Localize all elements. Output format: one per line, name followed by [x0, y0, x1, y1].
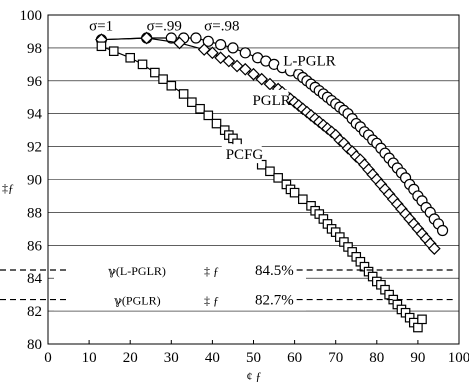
- data-point: [137, 59, 148, 70]
- data-point: [125, 52, 135, 63]
- data-point: [187, 97, 197, 107]
- y-tick-label: 98: [27, 41, 42, 57]
- data-point: [298, 194, 308, 205]
- ref-line-value: 84.5%: [255, 263, 294, 279]
- x-tick-label: 20: [123, 350, 138, 366]
- data-point: [178, 89, 189, 99]
- annotations: σ=1 σ=.99 σ=.98 L-PGLR PGLR PCFG: [89, 19, 336, 164]
- y-tick-label: 80: [27, 337, 42, 353]
- data-point: [436, 224, 449, 237]
- series-label: PGLR: [252, 93, 290, 109]
- data-point: [413, 322, 423, 333]
- ref-label-box: [54, 288, 306, 311]
- sigma-label: σ=.98: [204, 19, 239, 35]
- ref-line-label: ℽ(L-PGLR): [108, 264, 166, 278]
- data-point: [255, 72, 269, 86]
- data-point: [190, 32, 202, 44]
- x-tick-label: 60: [287, 350, 302, 366]
- data-point: [108, 46, 119, 56]
- y-tick-label: 100: [20, 8, 43, 24]
- ref-label-box: [54, 258, 306, 281]
- data-point: [158, 74, 168, 84]
- data-point: [165, 32, 177, 44]
- series-pglr: [95, 31, 441, 255]
- y-tick-label: 92: [27, 140, 42, 156]
- x-tick-label: 40: [205, 350, 220, 366]
- y-tick-label: 88: [27, 205, 42, 221]
- data-point: [247, 67, 260, 81]
- sigma-label: σ=.99: [147, 19, 182, 35]
- y-tick-label: 84: [27, 271, 43, 287]
- data-point: [215, 39, 227, 51]
- x-axis-label: ¢ ƒ: [247, 369, 262, 383]
- data-point: [265, 166, 275, 177]
- data-point: [263, 77, 277, 91]
- data-point: [206, 46, 219, 60]
- series-layer: [95, 31, 449, 333]
- data-point: [195, 103, 205, 114]
- ref-line-value: 82.7%: [255, 293, 294, 309]
- data-point: [166, 80, 177, 91]
- x-tick-label: 100: [448, 350, 469, 366]
- ref-line-label: ℽ(PGLR): [114, 294, 161, 308]
- y-tick-label: 96: [27, 74, 43, 90]
- data-point: [417, 314, 427, 325]
- data-point: [222, 54, 236, 68]
- x-tick-label: 70: [328, 350, 343, 366]
- data-point: [173, 36, 186, 50]
- series-label-bg: [221, 144, 262, 164]
- y-tick-label: 86: [27, 238, 43, 254]
- ref-line-separator: ‡ ƒ: [204, 264, 219, 278]
- series-l-pglr: [95, 32, 449, 237]
- x-tick-label: 30: [164, 350, 179, 366]
- y-ticks: 80 82 84 86 88 90 92 94 96 98 100: [20, 8, 43, 353]
- y-tick-label: 94: [27, 107, 43, 123]
- sigma-label: σ=1: [89, 19, 113, 35]
- reference-lines: ℽ(L-PGLR) ‡ ƒ 84.5% ℽ(PGLR) ‡ ƒ 82.7%: [0, 258, 456, 311]
- y-tick-label: 90: [27, 173, 42, 189]
- x-tick-label: 50: [246, 350, 261, 366]
- data-point: [203, 110, 214, 121]
- data-point: [96, 41, 107, 52]
- series-label-bg: [248, 89, 289, 109]
- data-point: [211, 118, 222, 129]
- data-point: [227, 42, 239, 54]
- series-pcfg: [96, 41, 427, 333]
- data-point: [202, 35, 214, 47]
- y-tick-label: 82: [27, 304, 42, 320]
- data-point: [273, 173, 283, 183]
- series-label: PCFG: [226, 147, 264, 163]
- x-tick-label: 0: [44, 350, 52, 366]
- data-point: [427, 242, 441, 255]
- data-point: [289, 187, 300, 198]
- data-point: [238, 62, 252, 76]
- x-tick-label: 90: [410, 350, 425, 366]
- x-ticks: 0 10 20 30 40 50 60 70 80 90 100: [44, 340, 469, 366]
- x-tick-label: 80: [369, 350, 384, 366]
- y-axis-label: ‡ƒ: [2, 181, 14, 195]
- series-label-bg: [279, 50, 336, 70]
- series-label: L-PGLR: [283, 53, 336, 69]
- data-point: [140, 31, 153, 45]
- x-tick-label: 10: [82, 350, 97, 366]
- data-point: [150, 67, 160, 78]
- ref-line-separator: ‡ ƒ: [204, 294, 219, 308]
- data-point: [239, 47, 251, 59]
